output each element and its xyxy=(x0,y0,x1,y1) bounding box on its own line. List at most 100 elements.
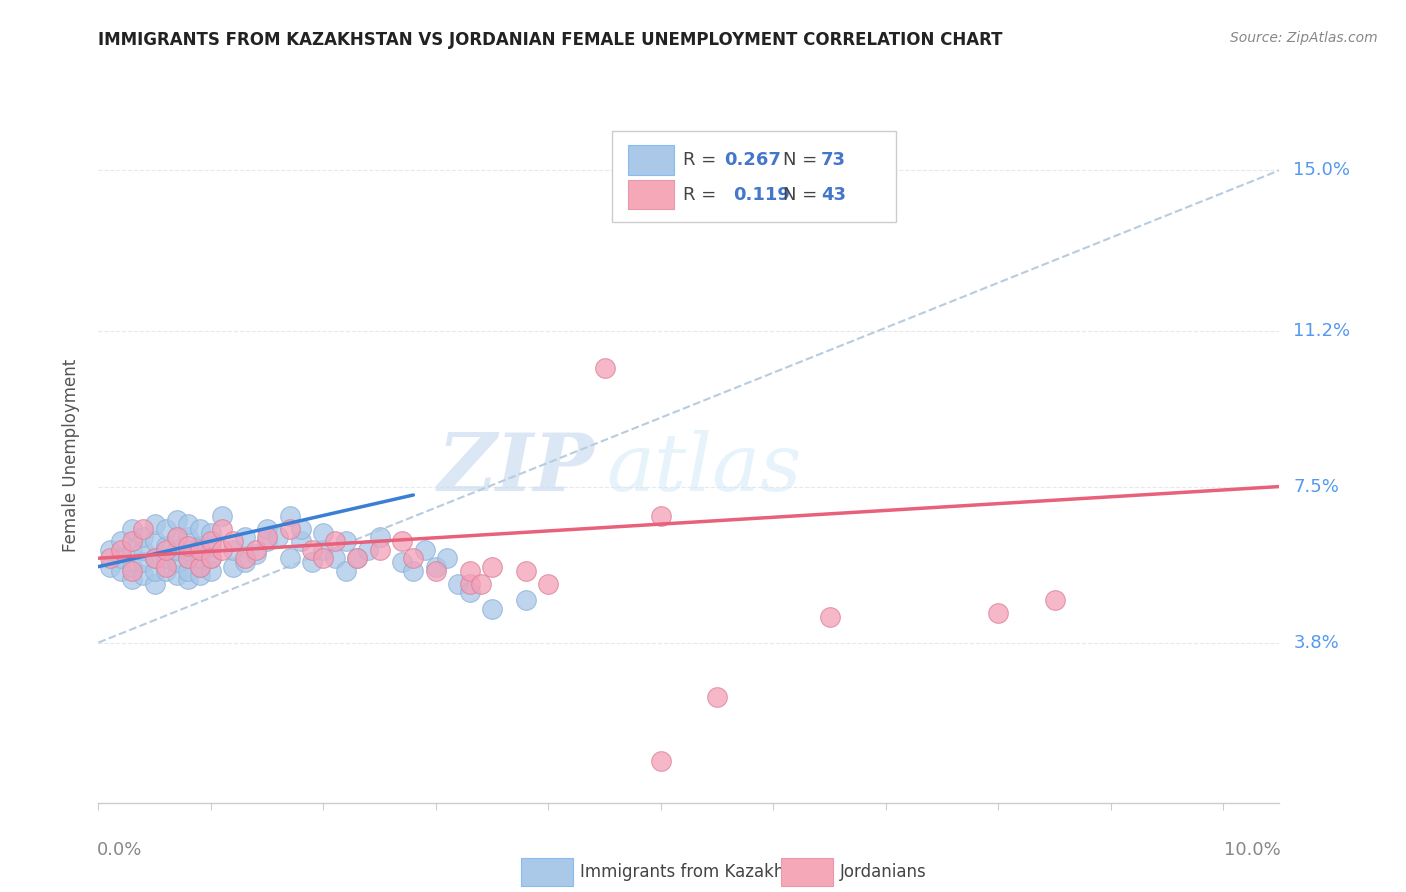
Point xyxy=(188,559,211,574)
Point xyxy=(110,564,132,578)
Point xyxy=(312,542,335,557)
Point xyxy=(155,551,177,566)
Point xyxy=(166,568,188,582)
Point xyxy=(278,522,301,536)
Point xyxy=(402,551,425,566)
Point xyxy=(132,522,155,536)
Point xyxy=(368,542,391,557)
Point xyxy=(166,530,188,544)
Point xyxy=(132,530,155,544)
Point xyxy=(357,542,380,557)
Point xyxy=(323,534,346,549)
Point xyxy=(132,556,155,570)
Point xyxy=(166,556,188,570)
Text: 43: 43 xyxy=(821,186,846,203)
FancyBboxPatch shape xyxy=(522,858,574,887)
Point xyxy=(200,525,222,540)
Point xyxy=(402,564,425,578)
Point xyxy=(177,572,200,586)
Point xyxy=(98,551,121,566)
Point xyxy=(177,539,200,553)
FancyBboxPatch shape xyxy=(782,858,832,887)
Point xyxy=(222,542,245,557)
Point xyxy=(143,576,166,591)
Point xyxy=(470,576,492,591)
Point xyxy=(143,564,166,578)
Point xyxy=(132,542,155,557)
Point xyxy=(312,551,335,566)
Point xyxy=(121,542,143,557)
Text: N =: N = xyxy=(783,151,824,169)
Point xyxy=(256,530,278,544)
Point xyxy=(200,551,222,566)
Point xyxy=(425,564,447,578)
Point xyxy=(110,542,132,557)
Point xyxy=(425,559,447,574)
FancyBboxPatch shape xyxy=(627,145,673,175)
Point xyxy=(233,551,256,566)
Point xyxy=(110,551,132,566)
Point xyxy=(188,542,211,557)
Point xyxy=(290,534,312,549)
Point xyxy=(413,542,436,557)
Point xyxy=(515,564,537,578)
Point xyxy=(256,534,278,549)
Point xyxy=(188,539,211,553)
Point xyxy=(447,576,470,591)
Point xyxy=(481,559,503,574)
Point xyxy=(245,547,267,561)
Point xyxy=(177,517,200,532)
Point xyxy=(458,585,481,599)
Point xyxy=(346,551,368,566)
Text: 0.0%: 0.0% xyxy=(97,841,142,859)
Point xyxy=(166,542,188,557)
Text: IMMIGRANTS FROM KAZAKHSTAN VS JORDANIAN FEMALE UNEMPLOYMENT CORRELATION CHART: IMMIGRANTS FROM KAZAKHSTAN VS JORDANIAN … xyxy=(98,31,1002,49)
Point xyxy=(155,522,177,536)
Point xyxy=(155,564,177,578)
Point xyxy=(121,534,143,549)
Point xyxy=(346,551,368,566)
Point xyxy=(312,525,335,540)
Point xyxy=(177,530,200,544)
Y-axis label: Female Unemployment: Female Unemployment xyxy=(62,359,80,551)
Point xyxy=(121,564,143,578)
Point xyxy=(121,559,143,574)
Point xyxy=(177,551,200,566)
Point xyxy=(177,551,200,566)
Point xyxy=(166,530,188,544)
Point xyxy=(391,534,413,549)
Point xyxy=(143,551,166,566)
Text: 73: 73 xyxy=(821,151,846,169)
Point xyxy=(256,522,278,536)
Point xyxy=(211,542,233,557)
FancyBboxPatch shape xyxy=(612,131,896,222)
Text: 3.8%: 3.8% xyxy=(1294,633,1339,651)
Point xyxy=(200,564,222,578)
Point xyxy=(222,534,245,549)
Point xyxy=(233,556,256,570)
Text: Source: ZipAtlas.com: Source: ZipAtlas.com xyxy=(1230,31,1378,45)
Text: 15.0%: 15.0% xyxy=(1294,161,1350,179)
Point xyxy=(143,517,166,532)
Text: Jordanians: Jordanians xyxy=(841,863,927,881)
Point xyxy=(177,564,200,578)
Point xyxy=(458,576,481,591)
Text: ZIP: ZIP xyxy=(437,430,595,508)
Point xyxy=(537,576,560,591)
Point xyxy=(155,559,177,574)
Point xyxy=(335,534,357,549)
Point xyxy=(211,522,233,536)
Point xyxy=(188,568,211,582)
Point xyxy=(98,542,121,557)
Point xyxy=(278,551,301,566)
Point xyxy=(222,559,245,574)
Point xyxy=(166,513,188,527)
Text: 7.5%: 7.5% xyxy=(1294,477,1340,496)
Point xyxy=(200,551,222,566)
Point xyxy=(458,564,481,578)
Point xyxy=(593,361,616,376)
Point xyxy=(233,530,256,544)
Point xyxy=(177,542,200,557)
Point xyxy=(987,606,1010,620)
Point xyxy=(650,509,672,524)
